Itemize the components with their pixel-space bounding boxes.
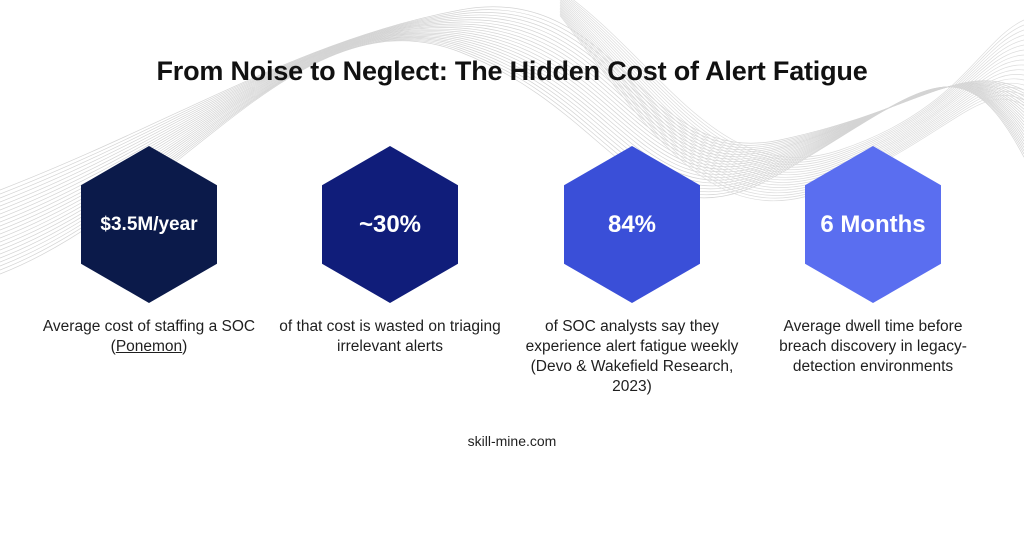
caption-text: Average cost of staffing a SOC ( — [42, 318, 256, 355]
wave-line — [559, 4, 1024, 183]
wave-line — [568, 0, 1024, 163]
stat-hexagon: ~30% — [322, 146, 458, 303]
page-title: From Noise to Neglect: The Hidden Cost o… — [156, 56, 868, 86]
stat-caption: Average cost of staffing a SOC (Ponemon) — [34, 317, 264, 357]
wave-line — [0, 40, 1024, 275]
wave-line — [562, 0, 1024, 171]
wave-line — [564, 0, 1024, 168]
wave-line — [566, 0, 1024, 166]
stat-value: 84% — [607, 210, 657, 238]
wave-line — [572, 0, 1024, 158]
stat-hexagon: $3.5M/year — [81, 146, 217, 303]
stat-caption: of SOC analysts say they experience aler… — [525, 318, 739, 395]
wave-line — [559, 1, 1024, 178]
wave-line — [560, 0, 1024, 173]
stat-wasted-cost: ~30% of that cost is wasted on triaging … — [275, 146, 505, 357]
wave-line — [559, 0, 1024, 176]
footer-website: skill-mine.com — [467, 433, 557, 449]
ponemon-link[interactable]: Ponemon — [115, 338, 183, 355]
stat-caption: Average dwell time before breach discove… — [779, 318, 967, 375]
stat-dwell-time: 6 Months Average dwell time before breac… — [758, 146, 988, 377]
stat-caption: of that cost is wasted on triaging irrel… — [279, 318, 501, 355]
stat-value: 6 Months — [820, 210, 926, 238]
stat-hexagon: 6 Months — [805, 146, 941, 303]
stat-staffing-cost: $3.5M/year Average cost of staffing a SO… — [34, 146, 264, 357]
wave-line — [570, 0, 1024, 161]
stat-analyst-fatigue: 84% of SOC analysts say they experience … — [517, 146, 747, 397]
wave-line — [559, 3, 1024, 181]
caption-text-end: ) — [182, 338, 188, 355]
stat-value: ~30% — [358, 210, 422, 238]
stat-value: $3.5M/year — [100, 213, 198, 235]
stat-hexagon: 84% — [564, 146, 700, 303]
